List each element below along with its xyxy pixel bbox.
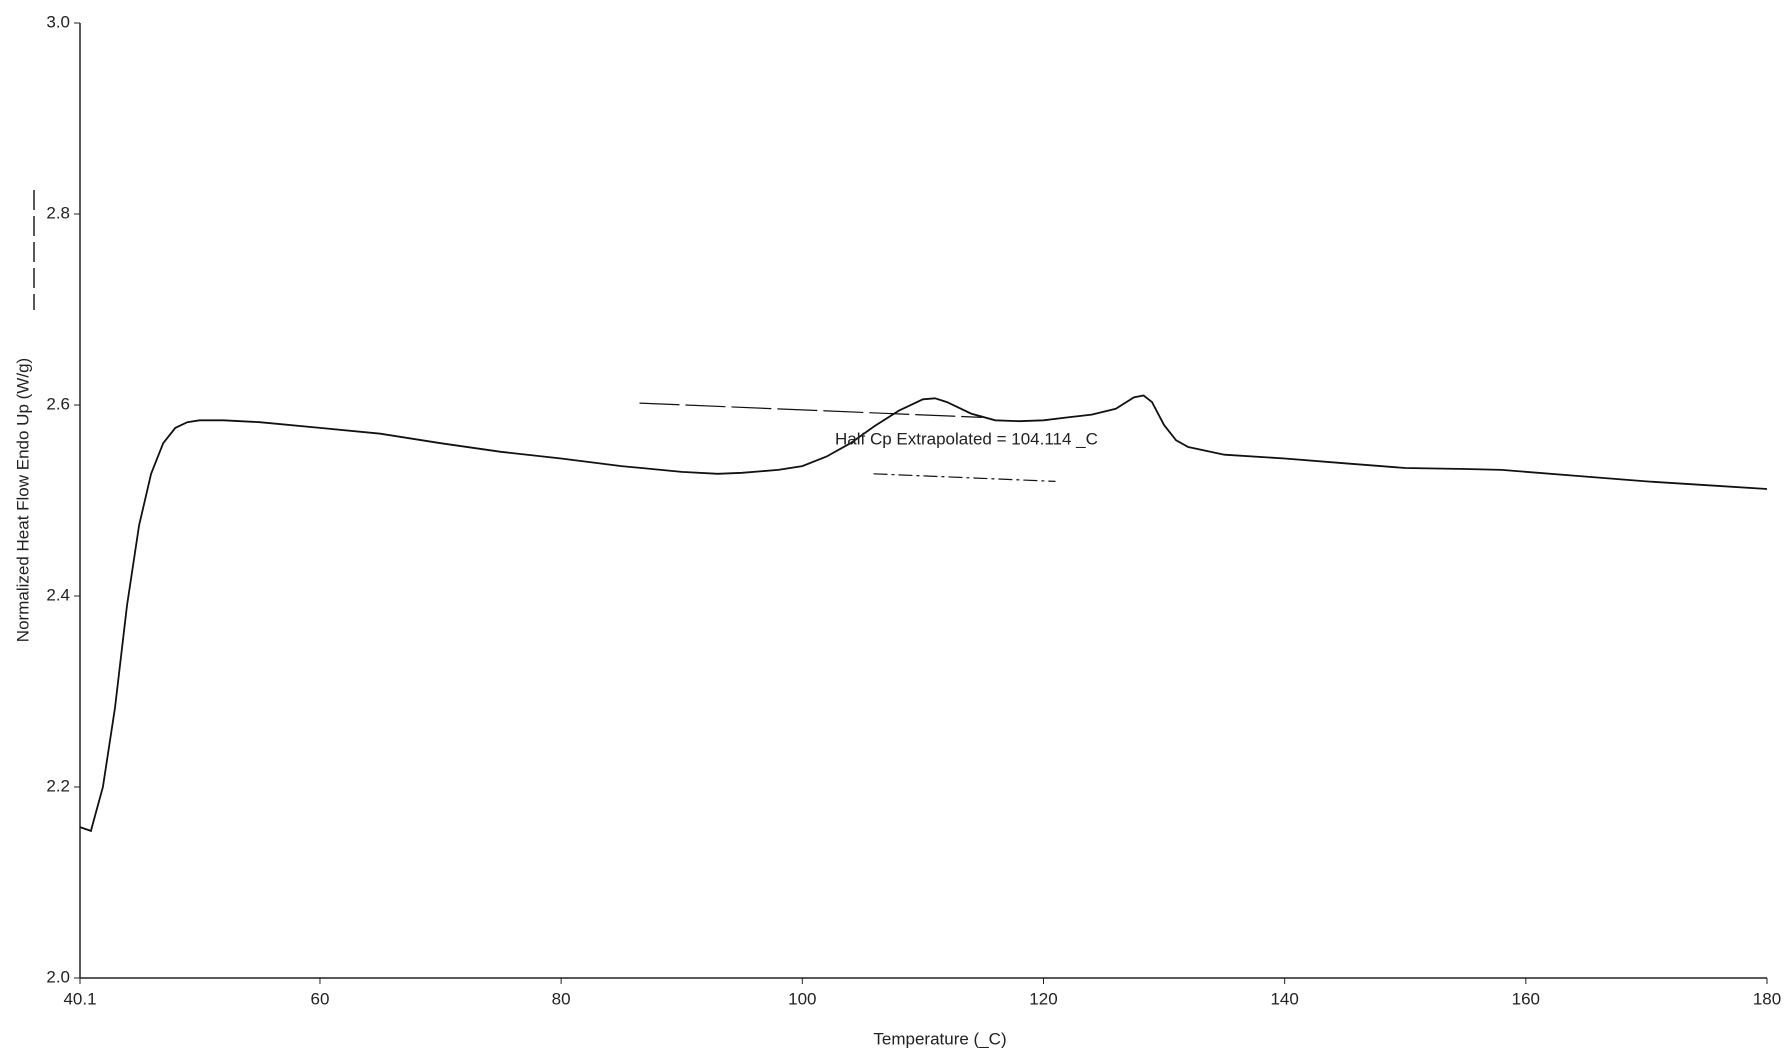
x-tick-label: 140 (1270, 989, 1298, 1008)
y-tick-label: 3.0 (46, 12, 70, 31)
x-tick-label: 100 (788, 989, 816, 1008)
annotation: Half Cp Extrapolated = 104.114 _C (835, 429, 1098, 448)
heat-flow-curve (79, 394, 1768, 833)
y-axis-label: Normalized Heat Flow Endo Up (W/g) (13, 358, 32, 642)
x-tick-label: 180 (1753, 989, 1781, 1008)
x-tick-label: 120 (1029, 989, 1057, 1008)
y-tick-label: 2.2 (46, 776, 70, 795)
y-tick-label: 2.4 (46, 585, 70, 604)
x-tick-label: 160 (1512, 989, 1540, 1008)
x-tick-label: 80 (552, 989, 571, 1008)
y-tick-label: 2.8 (46, 203, 70, 222)
tangent-line (873, 473, 1056, 482)
y-tick-label: 2.0 (46, 967, 70, 986)
x-axis-label: Temperature (_C) (873, 1029, 1006, 1048)
y-tick-label: 2.6 (46, 394, 70, 413)
x-tick-label: 40.1 (63, 989, 96, 1008)
x-tick-label: 60 (311, 989, 330, 1008)
tangent-line (639, 402, 983, 418)
